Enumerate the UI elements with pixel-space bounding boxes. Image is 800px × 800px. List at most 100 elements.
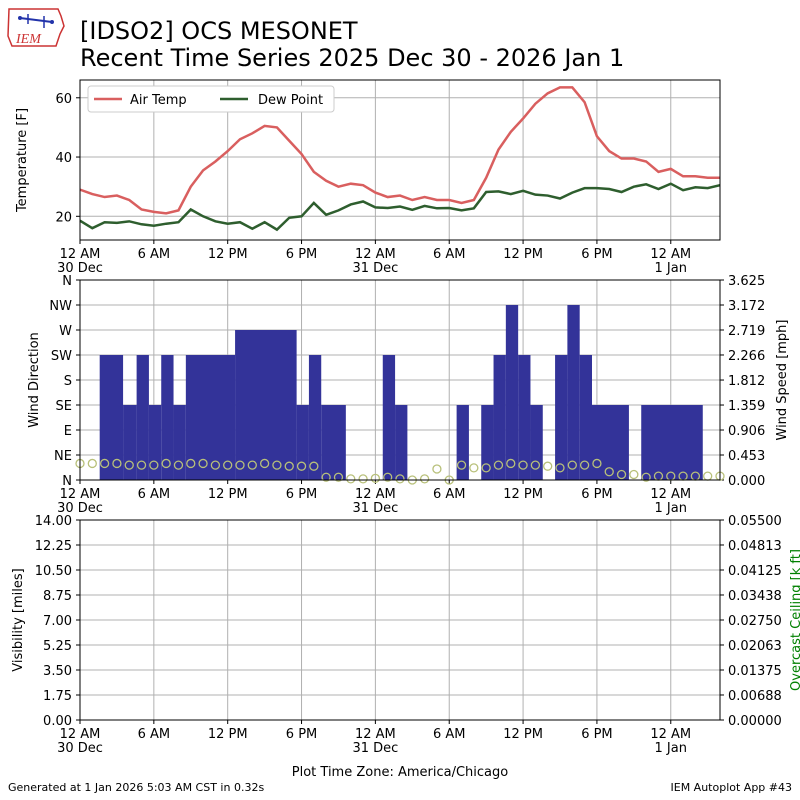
wind-direction-bar (555, 355, 568, 480)
x-tick-label: 12 AM (650, 727, 691, 742)
wind-speed-tick-label: 3.625 (728, 274, 765, 289)
ceiling-tick-label: 0.04125 (728, 564, 782, 579)
wind-speed-point (703, 471, 713, 481)
wind-speed-point (555, 463, 565, 473)
x-tick-label: 6 AM (138, 727, 171, 742)
wind-speed-tick-label: 1.359 (728, 399, 765, 414)
visibility-tick-label: 8.75 (43, 589, 72, 604)
x-tick-label: 6 PM (286, 727, 317, 742)
x-tick-label: 6 AM (433, 727, 466, 742)
visibility-panel-frame (79, 519, 721, 721)
wind-speed-point (469, 463, 479, 473)
wind-speed-tick-label: 0.000 (728, 474, 765, 489)
x-tick-label: 6 PM (286, 487, 317, 502)
wind-speed-point (346, 474, 356, 484)
wind-direction-axis-title: Wind Direction (27, 332, 42, 428)
x-tick-label: 12 PM (503, 247, 543, 262)
ceiling-tick-label: 0.02750 (728, 614, 782, 629)
chart-title: [IDSO2] OCS MESONET (80, 17, 358, 45)
ceiling-tick-label: 0.05500 (728, 514, 782, 529)
wind-direction-bar (185, 355, 236, 480)
x-tick-label: 12 PM (503, 727, 543, 742)
wind-speed-point (567, 460, 577, 470)
x-tick-label: 12 AM (60, 247, 101, 262)
wind-speed-point (247, 460, 257, 470)
wind-speed-point (296, 461, 307, 471)
x-tick-label: 12 AM (355, 727, 396, 742)
wind-speed-point (358, 474, 368, 484)
x-tick-label: 12 AM (355, 487, 396, 502)
wind-direction-bar (505, 305, 519, 480)
logo-text: IEM (15, 32, 42, 47)
wind-speed-point (579, 460, 590, 470)
x-tick-label: 31 Dec (352, 261, 398, 276)
wind-speed-point (543, 461, 553, 471)
x-tick-label: 6 AM (433, 487, 466, 502)
wind-speed-point (629, 469, 639, 480)
wind-direction-tick-label: N (62, 274, 72, 289)
wind-speed-point (518, 460, 528, 470)
legend-box (87, 85, 335, 113)
wind-direction-bar (518, 355, 531, 480)
wind-speed-point (419, 474, 430, 484)
x-tick-label: 12 PM (208, 727, 248, 742)
wind-direction-bar (99, 355, 124, 480)
wind-speed-point (161, 458, 171, 469)
wind-speed-point (321, 472, 331, 482)
wind-speed-point (210, 460, 221, 470)
x-tick-label: 30 Dec (57, 261, 103, 276)
temp-axis-title: Temperature [F] (15, 108, 30, 213)
x-tick-label: 6 AM (138, 487, 171, 502)
x-tick-label: 12 AM (650, 247, 691, 262)
wind-speed-tick-label: 2.266 (728, 349, 765, 364)
wind-direction-bar (235, 330, 297, 480)
wind-speed-tick-label: 0.906 (728, 424, 765, 439)
x-tick-label: 30 Dec (57, 741, 103, 756)
wind-speed-point (136, 460, 147, 470)
wind-speed-point (395, 474, 405, 484)
y-tick-label: 60 (55, 92, 72, 107)
wind-direction-bar (321, 405, 346, 480)
y-tick-label: 40 (55, 151, 72, 166)
visibility-tick-label: 1.75 (43, 689, 72, 704)
x-tick-label: 31 Dec (352, 741, 398, 756)
visibility-tick-label: 7.00 (43, 614, 72, 629)
wind-speed-point (530, 460, 541, 470)
ceiling-tick-label: 0.04813 (728, 539, 782, 554)
x-tick-label: 6 PM (581, 727, 612, 742)
dew-point-line (79, 182, 721, 232)
wind-speed-point (149, 460, 159, 470)
wind-speed-point (112, 458, 122, 469)
wind-direction-bar (641, 405, 703, 480)
visibility-axis-title: Visibility [miles] (11, 568, 26, 671)
wind-speed-point (604, 467, 614, 477)
wind-speed-point (87, 458, 97, 469)
wind-direction-bar (123, 405, 137, 480)
x-tick-label: 1 Jan (655, 261, 687, 276)
x-tick-label: 12 AM (355, 247, 396, 262)
visibility-tick-label: 3.50 (43, 664, 72, 679)
wind-direction-tick-label: NE (54, 449, 72, 464)
y-tick-label: 20 (55, 210, 72, 225)
wind-direction-bar (481, 405, 494, 480)
wind-direction-tick-label: N (62, 474, 72, 489)
chart-subtitle: Recent Time Series 2025 Dec 30 - 2026 Ja… (80, 44, 625, 72)
ceiling-tick-label: 0.01375 (728, 664, 782, 679)
wind-speed-point (506, 458, 516, 469)
wind-direction-tick-label: W (59, 324, 72, 339)
wind-direction-bar (395, 405, 408, 480)
wind-direction-bar (308, 355, 322, 480)
visibility-tick-label: 14.00 (35, 514, 72, 529)
x-tick-label: 12 PM (503, 487, 543, 502)
temp-panel-frame (79, 79, 721, 241)
visibility-tick-label: 10.50 (35, 564, 72, 579)
wind-speed-tick-label: 0.453 (728, 449, 765, 464)
wind-direction-tick-label: SE (56, 399, 72, 414)
wind-speed-point (641, 472, 651, 482)
wind-speed-point (272, 460, 282, 470)
generated-note: Generated at 1 Jan 2026 5:03 AM CST in 0… (8, 781, 265, 794)
x-tick-label: 12 PM (208, 487, 248, 502)
x-tick-label: 30 Dec (57, 501, 103, 516)
x-tick-label: 6 PM (581, 247, 612, 262)
x-tick-label: 12 AM (60, 487, 101, 502)
